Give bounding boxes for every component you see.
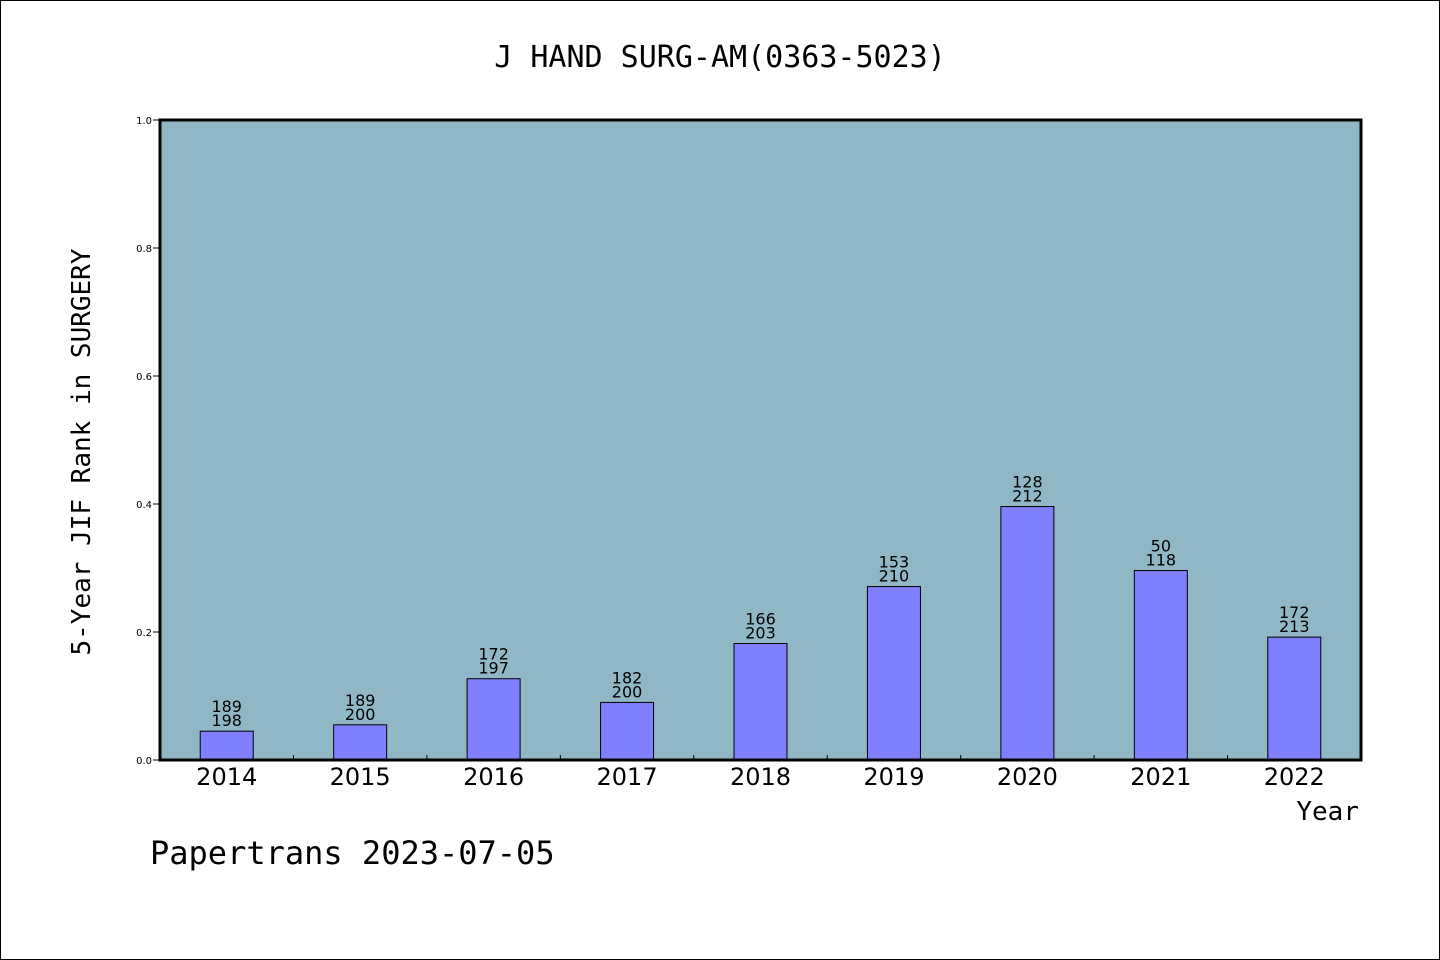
bar-label-top: 153 xyxy=(879,553,910,572)
bar-label-bottom: 203 xyxy=(745,624,776,643)
x-tick-label: 2017 xyxy=(597,763,658,791)
bar-label-top: 182 xyxy=(612,668,643,687)
y-tick-label: 0.6 xyxy=(136,372,152,383)
bar-label-bottom: 198 xyxy=(211,711,242,730)
chart-title: J HAND SURG-AM(0363-5023) xyxy=(494,40,946,75)
x-tick-label: 2015 xyxy=(330,763,391,791)
bar-label-bottom: 213 xyxy=(1279,617,1310,636)
x-tick-label: 2020 xyxy=(997,763,1058,791)
y-tick-label: 0.4 xyxy=(136,500,152,511)
bar-label-bottom: 212 xyxy=(1012,487,1043,506)
bar-label-bottom: 197 xyxy=(478,659,509,678)
bar-label-top: 128 xyxy=(1012,473,1043,492)
bar-label-bottom: 210 xyxy=(879,567,910,586)
bar-label-top: 172 xyxy=(478,645,509,664)
bars: 1891981892001721971822001662031532101282… xyxy=(199,473,1322,761)
x-tick-label: 2021 xyxy=(1130,763,1191,791)
y-axis-label: 5-Year JIF Rank in SURGERY xyxy=(67,248,97,655)
x-tick-label: 2022 xyxy=(1264,763,1325,791)
bar xyxy=(199,730,254,761)
bar xyxy=(333,724,388,761)
bar-label-bottom: 200 xyxy=(612,682,643,701)
x-tick-label: 2014 xyxy=(196,763,257,791)
x-tick-label: 2016 xyxy=(463,763,524,791)
y-tick-label: 0.0 xyxy=(136,756,152,767)
bar-label-bottom: 200 xyxy=(345,705,376,724)
bar-label-top: 189 xyxy=(211,697,242,716)
bar-label-bottom: 118 xyxy=(1146,551,1177,570)
y-tick-label: 1.0 xyxy=(136,116,152,127)
bar xyxy=(733,643,788,761)
bar-label-top: 50 xyxy=(1151,537,1171,556)
bar xyxy=(1133,570,1188,761)
y-axis: 0.0 0.2 0.4 0.6 0.8 1.0 xyxy=(136,116,160,767)
x-tick-label: 2019 xyxy=(863,763,924,791)
plot-border xyxy=(158,118,1363,762)
bar-label-top: 172 xyxy=(1279,603,1310,622)
bar xyxy=(466,678,521,761)
bar-label-top: 189 xyxy=(345,691,376,710)
x-axis-label: Year xyxy=(1296,797,1359,827)
footer-text: Papertrans 2023-07-05 xyxy=(150,834,555,872)
y-tick-label: 0.8 xyxy=(136,244,152,255)
x-axis: 2014 2015 2016 2017 2018 2019 2020 2021 2022 xyxy=(196,755,1325,791)
bar xyxy=(1267,636,1322,761)
bar xyxy=(1000,506,1055,761)
bar xyxy=(600,701,655,761)
x-tick-label: 2018 xyxy=(730,763,791,791)
y-tick-label: 0.2 xyxy=(136,628,152,639)
bar xyxy=(866,586,921,761)
bar-label-top: 166 xyxy=(745,610,776,629)
